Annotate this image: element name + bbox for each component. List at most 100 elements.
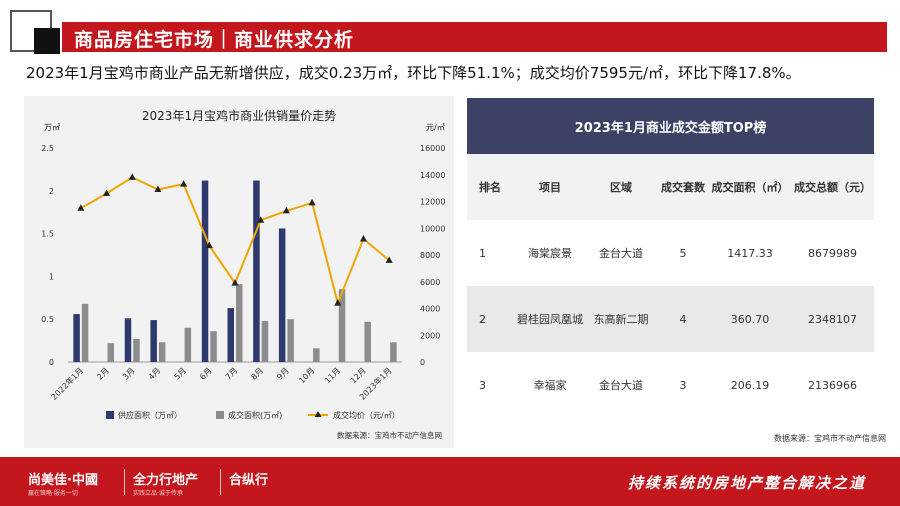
x-tick-label: 2月	[95, 366, 111, 382]
column-header: 成交总额（元）	[794, 181, 871, 194]
right-tick-label: 16000	[420, 144, 445, 153]
price-marker	[282, 206, 290, 214]
area-cell: 360.70	[730, 312, 770, 326]
right-tick-label: 2000	[420, 331, 440, 340]
right-tick-label: 0	[420, 358, 425, 367]
x-tick-label: 6月	[198, 366, 214, 382]
price-marker	[385, 256, 393, 263]
x-tick-label: 8月	[249, 366, 265, 382]
right-tick-label: 14000	[420, 171, 445, 180]
x-tick-label: 11月	[323, 366, 342, 385]
right-tick-label: 4000	[420, 305, 440, 314]
project-cell: 幸福家	[533, 379, 567, 392]
brand-tagline: 实践立品·诚于传承	[133, 490, 183, 497]
table-title: 2023年1月商业成交金额TOP榜	[467, 98, 874, 154]
right-axis-unit: 元/㎡	[426, 123, 445, 132]
rank-cell: 3	[479, 378, 486, 392]
units-cell: 3	[679, 378, 687, 392]
price-marker	[308, 198, 316, 206]
supply-bar	[253, 180, 260, 362]
summary-text: 2023年1月宝鸡市商业产品无新增供应，成交0.23万㎡，环比下降51.1%；成…	[26, 64, 801, 82]
sold-bar	[390, 342, 397, 362]
x-tick-label: 4月	[147, 366, 163, 382]
brand-logo-hezongxing: 合纵行	[229, 473, 269, 488]
sold-bar	[338, 289, 346, 362]
supply-bar	[201, 180, 209, 362]
price-marker	[103, 189, 111, 196]
supply-bar	[278, 228, 286, 362]
project-cell: 海棠宸景	[528, 247, 572, 260]
sold-bar	[158, 342, 166, 362]
legend-label: 成交均价（元/㎡）	[333, 410, 400, 420]
price-marker	[334, 299, 342, 306]
right-tick-label: 12000	[420, 198, 445, 207]
right-tick-label: 6000	[420, 278, 440, 287]
amount-cell: 8679989	[808, 246, 857, 260]
sold-bar	[236, 284, 243, 362]
units-cell: 5	[679, 246, 687, 260]
x-tick-label: 7月	[224, 366, 240, 382]
brand-logo-quanlixing: 全力行地产	[133, 473, 199, 488]
footer-bar: 尚美佳·中國 赢在策略·服务一切 全力行地产 实践立品·诚于传承 合纵行 持续系…	[0, 457, 900, 506]
legend-swatch-sold	[216, 411, 224, 419]
price-marker	[77, 204, 85, 211]
title-bar: 商品房住宅市场｜商业供求分析	[62, 22, 887, 52]
sold-bar	[364, 321, 371, 362]
right-tick-label: 10000	[420, 224, 445, 233]
left-tick-label: 1	[49, 272, 54, 281]
chart-title: 2023年1月宝鸡市商业供销量价走势	[142, 108, 336, 123]
column-header: 排名	[479, 181, 501, 194]
brand-tagline: 赢在策略·服务一切	[28, 490, 78, 497]
units-cell: 4	[679, 312, 687, 326]
page-title: 商品房住宅市场｜商业供求分析	[74, 29, 355, 51]
top-sales-table: 2023年1月商业成交金额TOP榜 排名 项目 区域 成交套数 成交面积（㎡） …	[467, 98, 874, 418]
sold-bar	[287, 319, 294, 362]
left-tick-label: 2.5	[41, 144, 54, 153]
price-marker	[359, 234, 367, 242]
sold-bar	[107, 343, 115, 362]
x-tick-label: 12月	[349, 366, 368, 385]
sold-bar	[210, 331, 217, 362]
district-cell: 东高新二期	[593, 313, 649, 326]
legend-label: 供应面积（万㎡）	[118, 410, 182, 420]
table-source-note: 数据来源：宝鸡市不动产信息网	[774, 434, 886, 443]
left-tick-label: 0.5	[41, 315, 54, 324]
x-tick-label: 2022年1月	[49, 365, 85, 401]
rank-cell: 1	[479, 246, 486, 260]
project-cell: 碧桂园凤凰城	[517, 313, 583, 326]
legend-marker-price	[314, 411, 322, 417]
brand-divider	[124, 469, 125, 495]
area-cell: 206.19	[730, 378, 770, 392]
footer-slogan: 持续系统的房地产整合解决之道	[627, 474, 866, 492]
x-tick-label: 10月	[297, 366, 316, 385]
price-marker	[128, 173, 136, 180]
sold-bar	[133, 338, 140, 362]
table-row: 3 幸福家 金台大道 3 206.19 2136966	[467, 352, 874, 418]
area-cell: 1417.33	[727, 246, 773, 260]
price-marker	[205, 241, 213, 249]
chart-panel: 2023年1月宝鸡市商业供销量价走势 万㎡ 元/㎡ 0 0.5 1 1.5 2 2.5 0 2000…	[24, 96, 454, 448]
table-header-row: 排名 项目 区域 成交套数 成交面积（㎡） 成交总额（元）	[467, 154, 874, 220]
left-tick-label: 0	[49, 358, 54, 367]
x-tick-label: 3月	[121, 366, 137, 382]
sold-bar	[313, 348, 320, 362]
left-tick-label: 2	[49, 187, 54, 196]
legend-swatch-supply	[106, 411, 114, 419]
legend-label: 成交面积(万㎡)	[228, 410, 282, 420]
supply-bar	[150, 320, 157, 362]
sold-bar	[261, 320, 269, 362]
price-marker	[180, 180, 188, 187]
sold-bar	[184, 327, 192, 362]
left-tick-label: 1.5	[41, 230, 54, 239]
district-cell: 金台大道	[599, 247, 643, 260]
x-tick-label: 9月	[275, 366, 291, 382]
price-marker	[231, 279, 239, 286]
amount-cell: 2136966	[808, 378, 857, 392]
amount-cell: 2348107	[808, 312, 857, 326]
x-tick-label: 5月	[172, 366, 188, 382]
chart-source-note: 数据来源：宝鸡市不动产信息网	[337, 430, 442, 440]
district-cell: 金台大道	[599, 379, 643, 392]
table-row: 2 碧桂园凤凰城 东高新二期 4 360.70 2348107	[467, 286, 874, 352]
supply-bar	[124, 318, 132, 362]
